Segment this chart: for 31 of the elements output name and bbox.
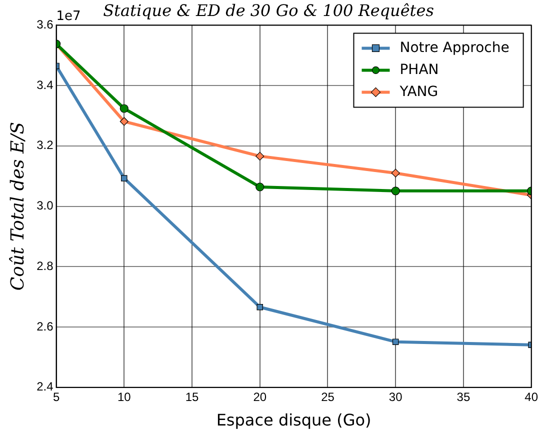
- point: [256, 182, 264, 192]
- chart-title: Statique & ED de 30 Go & 100 Requêtes: [103, 0, 434, 20]
- legend-label: PHAN: [400, 62, 439, 78]
- point: [391, 168, 400, 178]
- x-tick-label: 10: [117, 390, 132, 404]
- y-axis-title: Coût Total des E/S: [7, 122, 28, 291]
- x-tick-label: 25: [321, 390, 335, 404]
- y-tick-label: 3.6: [36, 18, 54, 32]
- x-tick-label: 15: [185, 390, 200, 404]
- y-tick-label: 2.8: [36, 258, 54, 273]
- x-tick-label: 40: [524, 390, 538, 404]
- point: [256, 304, 263, 310]
- y-tick-label: 3.4: [36, 78, 54, 92]
- x-tick-label: 30: [388, 390, 403, 404]
- point: [256, 152, 264, 160]
- y-tick-label: 2.4: [36, 380, 54, 394]
- x-tick-label: 20: [253, 390, 267, 404]
- y-tick-label: 3.2: [36, 138, 54, 152]
- point: [120, 104, 128, 113]
- x-tick-label: 5: [52, 390, 60, 404]
- point: [121, 175, 128, 182]
- point: [391, 186, 400, 196]
- point: [120, 117, 128, 126]
- legend-label: YANG: [398, 84, 438, 100]
- legend-label: Notre Approche: [400, 40, 510, 56]
- text: 1e7: [56, 9, 81, 24]
- y-tick-label: 2.6: [36, 319, 54, 334]
- point: [392, 338, 399, 345]
- y-tick-label: 3.0: [36, 198, 54, 213]
- x-tick-label: 35: [456, 390, 470, 404]
- x-axis-title: Espace disque (Go): [216, 410, 372, 430]
